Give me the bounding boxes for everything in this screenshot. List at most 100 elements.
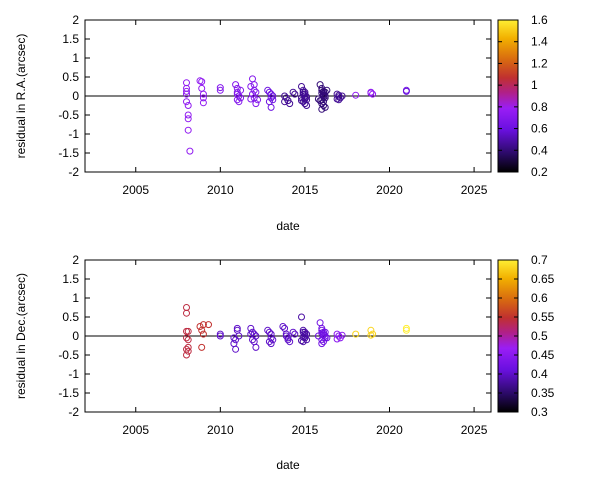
ra-colorbar-label: 1.4 xyxy=(531,35,548,49)
ra-data-point xyxy=(184,102,192,109)
dec-colorbar-label: 0.6 xyxy=(531,291,548,305)
ra-data-point xyxy=(269,96,277,104)
ra-data-point xyxy=(235,98,243,106)
ra-data-point xyxy=(320,102,327,109)
dec-points xyxy=(183,304,410,359)
ra-data-point xyxy=(298,83,305,90)
dec-data-point xyxy=(183,304,190,311)
ra-xtick-label: 2015 xyxy=(292,183,319,197)
ra-data-point xyxy=(247,95,255,103)
ra-xtick-label: 2010 xyxy=(207,183,234,197)
dec-data-point xyxy=(199,321,207,329)
dec-data-point xyxy=(184,336,192,344)
dec-data-point xyxy=(402,324,410,332)
ra-data-point xyxy=(252,100,260,108)
ra-data-point xyxy=(402,87,410,95)
ra-xtick-label: 2005 xyxy=(122,183,149,197)
dec-data-point xyxy=(183,309,190,317)
ra-data-point xyxy=(233,96,241,104)
dec-xtick-label: 2025 xyxy=(461,423,488,437)
ra-data-point xyxy=(199,90,207,98)
dec-data-point xyxy=(284,334,292,342)
dec-data-point xyxy=(196,323,204,330)
dec-ytick-label: 1 xyxy=(72,291,79,305)
ra-colorbar-label: 0.2 xyxy=(531,165,548,179)
dec-data-point xyxy=(252,343,260,351)
dec-data-point xyxy=(265,338,273,346)
ra-xtick-label: 2025 xyxy=(461,183,488,197)
dec-ytick-label: -2 xyxy=(68,405,79,419)
dec-data-point xyxy=(286,338,294,346)
ra-data-point xyxy=(303,93,311,101)
ra-colorbar-label: 1 xyxy=(531,78,538,92)
dec-colorbar-label: 0.4 xyxy=(531,367,548,381)
dec-data-point xyxy=(183,351,190,359)
dec-plot-frame xyxy=(84,259,492,413)
dec-xlabel: date xyxy=(276,458,300,472)
dec-ytick-label: -1 xyxy=(68,367,79,381)
dec-ylabel: residual in Dec.(arcsec) xyxy=(14,273,28,399)
dec-data-point xyxy=(323,334,331,342)
ra-data-point xyxy=(335,93,343,101)
ra-xlabel: date xyxy=(276,219,300,233)
ra-data-point xyxy=(186,147,194,155)
ra-data-point xyxy=(298,94,305,102)
dec-xtick-label: 2005 xyxy=(122,423,149,437)
ra-ytick-label: -2 xyxy=(68,165,79,179)
dec-ytick-label: 2 xyxy=(72,253,79,267)
dec-data-point xyxy=(282,332,290,340)
dec-data-point xyxy=(367,326,375,334)
ra-data-point xyxy=(232,81,240,89)
ra-ytick-label: -1 xyxy=(68,127,79,141)
ra-plot-frame xyxy=(84,19,492,173)
dec-data-point xyxy=(352,330,360,338)
dec-data-point xyxy=(299,333,307,341)
ra-data-point xyxy=(316,81,324,89)
dec-data-point xyxy=(233,324,241,332)
ra-colorbar-label: 0.4 xyxy=(531,143,548,157)
dec-data-point xyxy=(318,326,326,334)
ra-data-point xyxy=(367,89,375,97)
dec-data-point xyxy=(247,324,255,332)
dec-residual-chart: 2005 2010 2015 2020 2025 2 1.5 1 0.5 0 -0.5 -1 -1.5 -… xyxy=(14,253,555,472)
ra-data-point xyxy=(321,103,329,111)
ra-residual-chart: 2005 2010 2015 2020 2025 2 1.5 1 0.5 0 -0.5 -1 -1.5 -… xyxy=(14,13,548,233)
dec-data-point xyxy=(216,332,224,340)
ra-data-point xyxy=(250,86,258,94)
ra-data-point xyxy=(289,88,297,96)
ra-data-point xyxy=(183,79,190,87)
dec-data-point xyxy=(184,347,192,355)
ra-data-point xyxy=(318,105,326,113)
ra-data-point xyxy=(301,100,309,108)
dec-data-point xyxy=(184,327,192,335)
ra-data-point xyxy=(199,99,207,107)
ra-ytick-label: 1 xyxy=(72,51,79,65)
ra-data-point xyxy=(198,84,206,92)
ra-points xyxy=(183,75,410,155)
dec-data-point xyxy=(216,330,224,338)
dec-colorbar-label: 0.3 xyxy=(531,405,548,419)
ra-data-point xyxy=(267,94,275,102)
ra-data-point xyxy=(199,94,207,102)
ra-data-point xyxy=(216,84,224,92)
dec-data-point xyxy=(291,330,299,338)
dec-data-point xyxy=(184,343,192,351)
ra-colorbar: 1.6 1.4 1.2 1 0.8 0.6 0.4 0.2 xyxy=(497,13,548,179)
dec-colorbar-label: 0.5 xyxy=(531,329,548,343)
ra-data-point xyxy=(318,86,326,94)
ra-colorbar-label: 1.6 xyxy=(531,13,548,27)
ra-data-point xyxy=(216,86,224,94)
ra-colorbar-label: 0.6 xyxy=(531,122,548,136)
ra-colorbar-label: 1.2 xyxy=(531,56,548,70)
dec-ytick-label: -0.5 xyxy=(58,348,79,362)
dec-gridline-group: 2005 2010 2015 2020 2025 2 1.5 1 0.5 0 -0.5 -1 -1.5 -… xyxy=(58,253,491,437)
ra-colorbar-label: 0.8 xyxy=(531,100,548,114)
dec-data-point xyxy=(198,326,206,334)
ra-data-point xyxy=(233,88,241,96)
dec-colorbar-label: 0.35 xyxy=(531,386,555,400)
dec-xtick-label: 2010 xyxy=(207,423,234,437)
ra-ytick-label: -0.5 xyxy=(58,108,79,122)
ra-data-point xyxy=(303,102,311,109)
dec-data-point xyxy=(299,338,307,346)
